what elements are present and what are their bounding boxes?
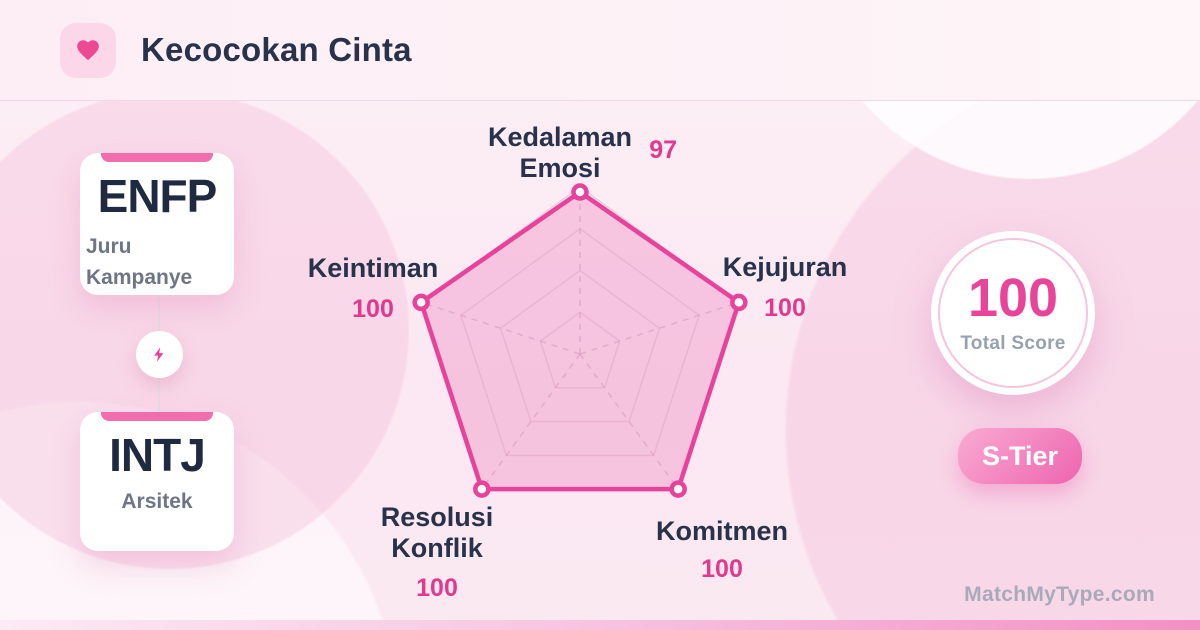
bottom-accent-bar [0, 620, 1200, 630]
total-score-value: 100 [967, 268, 1059, 328]
radar-plot [412, 183, 748, 498]
personality-code: INTJ [109, 429, 206, 481]
header: Kecocokan Cinta [0, 0, 1200, 101]
card-accent-bar [101, 153, 213, 162]
total-score-circle: 100 Total Score [931, 231, 1095, 395]
tier-badge: S-Tier [958, 428, 1082, 484]
axis-label-komitmen: Komitmen 100 [622, 516, 822, 582]
personality-name: Juru Kampanye [86, 235, 193, 289]
axis-label-kedalaman-emosi: Kedalaman Emosi 97 [487, 122, 677, 183]
watermark: MatchMyType.com [964, 583, 1155, 606]
personality-code: ENFP [97, 170, 218, 222]
axis-label-keintiman: Keintiman 100 [273, 253, 473, 322]
personality-card-enfp: ENFP Juru Kampanye [80, 153, 234, 295]
page-title: Kecocokan Cinta [141, 31, 412, 68]
axis-value: 97 [649, 136, 677, 164]
personality-name: Arsitek [121, 490, 193, 514]
axis-value: 100 [352, 294, 394, 323]
axis-label-resolusi-konflik: Resolusi Konflik 100 [362, 502, 512, 601]
axis-value: 100 [416, 573, 458, 602]
lightning-icon [136, 331, 183, 378]
axis-value: 100 [701, 554, 743, 583]
heart-icon [60, 22, 116, 78]
personality-card-intj: INTJ Arsitek [80, 412, 234, 551]
axis-label-kejujuran: Kejujuran 100 [685, 252, 885, 321]
axis-value: 100 [764, 293, 806, 322]
total-score-label: Total Score [960, 333, 1066, 354]
card-accent-bar [101, 412, 213, 421]
